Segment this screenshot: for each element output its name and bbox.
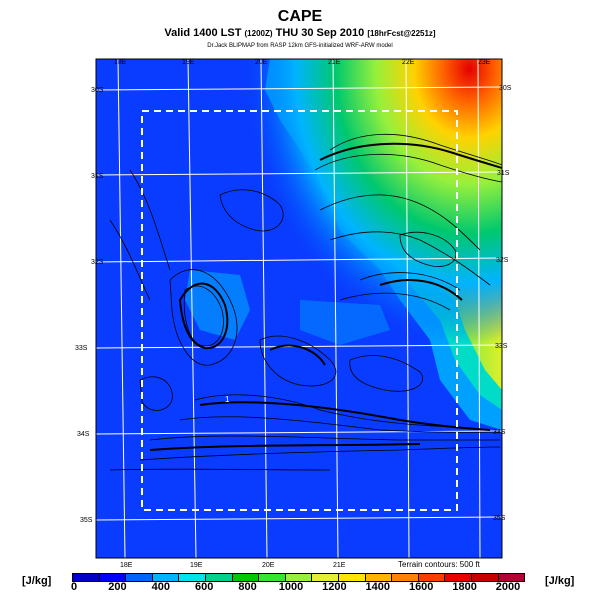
- lon-labels-top: 18E 19E 20E 21E 22E 23E: [114, 59, 491, 66]
- colorbar-swatch: [99, 574, 127, 581]
- colorbar-tick-label: 2000: [495, 581, 521, 593]
- colorbar-swatch: [365, 574, 393, 581]
- lon-label: 20E: [255, 59, 268, 66]
- colorbar-swatch: [73, 574, 100, 581]
- colorbar-swatch: [152, 574, 180, 581]
- lon-label: 19E: [182, 59, 195, 66]
- lat-label: 35S: [493, 515, 506, 522]
- colorbar-tick-label: 800: [238, 581, 257, 593]
- cape-field: [96, 59, 502, 558]
- colorbar-swatch: [418, 574, 446, 581]
- model-credit: Dr.Jack BLIPMAP from RASP 12km GFS-initi…: [207, 43, 393, 49]
- colorbar-tick-label: 1400: [365, 581, 391, 593]
- colorbar-swatch: [338, 574, 366, 581]
- colorbar-tick-label: 1200: [322, 581, 347, 593]
- lat-label: 32S: [91, 259, 104, 266]
- lat-label: 33S: [75, 345, 88, 352]
- colorbar-tick-label: 1000: [278, 581, 304, 593]
- terrain-note: Terrain contours: 500 ft: [398, 560, 480, 569]
- lat-label: 30S: [499, 85, 512, 92]
- lat-label: 35S: [80, 517, 93, 524]
- colorbar-swatch: [259, 574, 286, 581]
- inner-domain-box: [141, 110, 458, 511]
- lon-labels-bottom: 18E 19E 20E 21E: [120, 562, 346, 569]
- unit-label-left: [J/kg]: [22, 575, 52, 587]
- lat-label: 30S: [91, 87, 104, 94]
- terrain-contours-bold: [149, 142, 502, 451]
- unit-label-right: [J/kg]: [545, 575, 575, 587]
- lat-label: 31S: [497, 170, 510, 177]
- lat-label: 32S: [496, 257, 509, 264]
- lat-label: 33S: [495, 343, 508, 350]
- lat-labels-left: 30S 31S 32S 33S 34S 35S: [75, 87, 104, 524]
- forecast-label: [18hrFcst@2251z]: [367, 29, 436, 38]
- colorbar-swatch: [445, 574, 472, 581]
- colorbar-tick-label: 400: [151, 581, 170, 593]
- lat-label: 34S: [77, 431, 90, 438]
- lon-label: 18E: [120, 562, 133, 569]
- lon-label: 18E: [114, 59, 127, 66]
- lon-label: 21E: [333, 562, 346, 569]
- colorbar-swatch: [179, 574, 206, 581]
- valid-main: Valid 1400 LST: [164, 27, 242, 39]
- colorbar-tick-label: 1600: [408, 581, 434, 593]
- valid-time-line: Valid 1400 LST (1200Z) THU 30 Sep 2010 […: [0, 27, 600, 39]
- lat-labels-right: 30S 31S 32S 33S 34S 35S: [493, 85, 512, 522]
- lat-label: 34S: [493, 429, 506, 436]
- valid-utc: (1200Z): [244, 29, 273, 38]
- lon-label: 19E: [190, 562, 203, 569]
- site-marker: 1: [225, 395, 230, 404]
- colorbar-tick-label: 200: [108, 581, 127, 593]
- colorbar-tick-label: 600: [195, 581, 214, 593]
- valid-date: THU 30 Sep 2010: [275, 27, 365, 39]
- lon-label: 21E: [328, 59, 341, 66]
- lat-label: 31S: [91, 173, 104, 180]
- colorbar-swatch: [312, 574, 339, 581]
- lon-label: 23E: [478, 59, 491, 66]
- colorbar-tick-label: 0: [70, 581, 78, 593]
- colorbar-swatch: [471, 574, 499, 581]
- colorbar-swatch: [498, 574, 525, 581]
- colorbar-tick-label: 1800: [452, 581, 477, 593]
- colorbar-swatch: [205, 574, 233, 581]
- terrain-contours: [109, 133, 502, 471]
- colorbar-swatch: [232, 574, 260, 581]
- colorbar-swatch: [392, 574, 419, 581]
- map-frame: [95, 58, 503, 559]
- map-title: CAPE: [277, 8, 323, 25]
- lon-label: 22E: [402, 59, 415, 66]
- colorbar-swatch: [285, 574, 313, 581]
- colorbar-swatch: [126, 574, 153, 581]
- colorbar: [72, 573, 525, 582]
- lon-label: 20E: [262, 562, 275, 569]
